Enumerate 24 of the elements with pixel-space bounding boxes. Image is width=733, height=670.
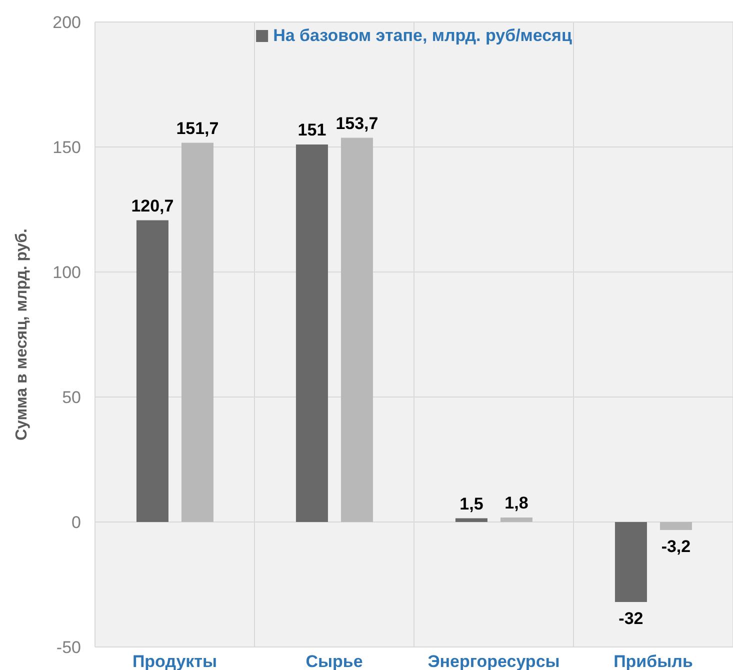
- bar: [181, 142, 214, 522]
- y-tick-label: 0: [72, 513, 81, 532]
- data-label: -3,2: [661, 537, 691, 556]
- y-tick-label: 150: [52, 138, 81, 158]
- data-label: 151,7: [176, 118, 219, 138]
- legend-label: На базовом этапе, млрд. руб/месяц: [273, 26, 572, 46]
- y-tick-label: 200: [52, 13, 81, 32]
- bar: [136, 220, 168, 522]
- bar: [296, 144, 328, 522]
- data-label: 151: [298, 120, 326, 140]
- y-tick-label: -50: [56, 638, 81, 658]
- y-axis-title: Сумма в месяц, млрд. руб.: [14, 228, 30, 441]
- bar: [340, 138, 373, 522]
- y-tick-label: 50: [62, 388, 81, 408]
- bar: [614, 522, 647, 602]
- data-label: -32: [618, 609, 644, 628]
- data-label: 153,7: [336, 114, 378, 133]
- data-label: 1,5: [460, 494, 484, 514]
- bar: [455, 518, 488, 522]
- data-label: 120,7: [131, 196, 174, 216]
- y-tick-label: 100: [52, 263, 81, 282]
- bar: [660, 522, 692, 530]
- bar: [500, 518, 532, 522]
- data-label: 1,8: [504, 494, 528, 512]
